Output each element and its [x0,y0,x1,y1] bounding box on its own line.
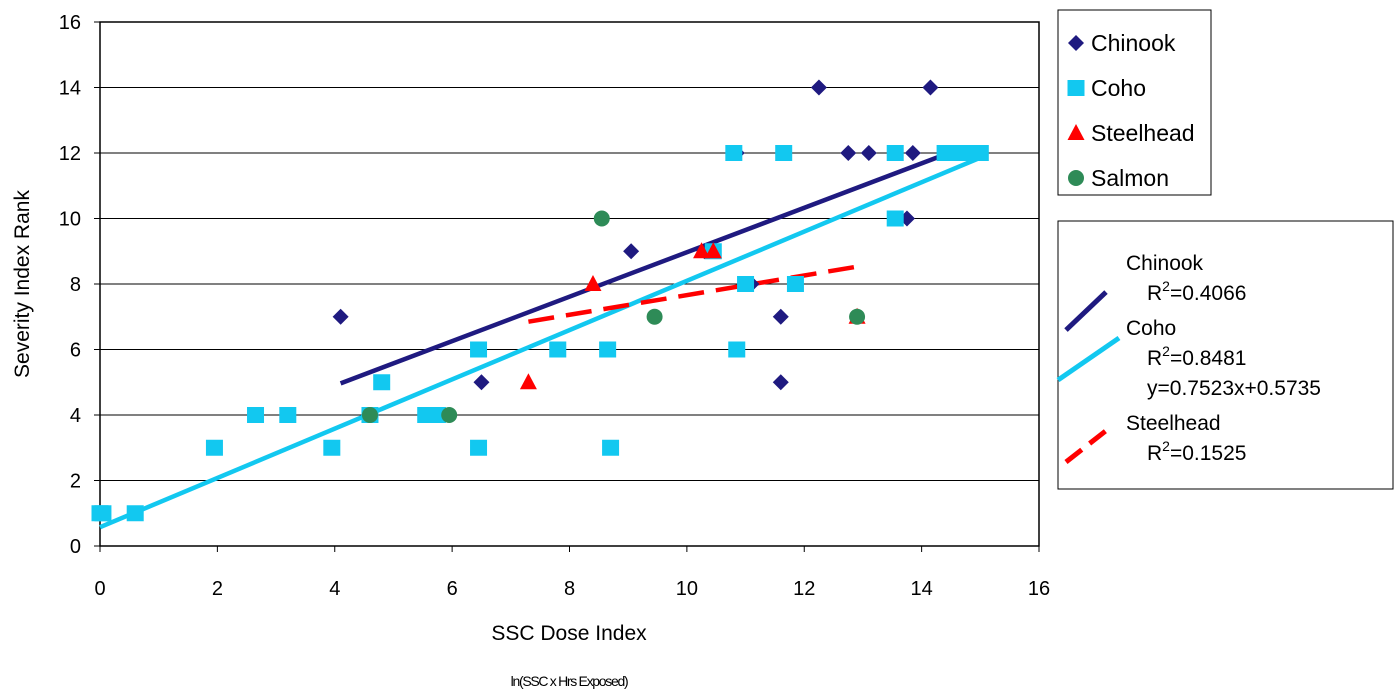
chinook-point [332,308,349,325]
y-axis-title: Severity Index Rank [11,190,34,378]
x-tick-label: 4 [329,578,340,600]
legend-label-steelhead: Steelhead [1091,120,1195,146]
series-legend: Chinook Coho Steelhead Salmon [1057,9,1212,196]
x-tick-label: 16 [1028,578,1050,600]
salmon-point [849,308,866,325]
x-tick-label: 12 [793,578,815,600]
coho-point [94,505,112,522]
r-squared-coho: R2=0.8481 [1147,343,1246,370]
steelhead-point [584,275,602,291]
chinook-point [860,145,877,161]
chinook-point [922,79,939,96]
chinook-trendline [339,150,952,386]
x-tick-label: 2 [212,578,223,600]
coho-trendline [99,155,982,530]
trendline-label-steelhead: Steelhead [1126,412,1221,435]
r-squared-steelhead: R2=0.1525 [1147,438,1246,465]
coho-legend-marker [1067,80,1085,96]
coho-point [786,276,804,292]
legend-label-coho: Coho [1091,75,1146,101]
salmon-legend-marker [1068,170,1084,186]
chinook-point [473,374,490,391]
coho-point [126,505,144,522]
y-tick-label: 6 [70,340,81,362]
salmon-point [441,407,458,423]
x-tick-label: 6 [447,578,458,600]
y-tick-label: 16 [59,12,81,34]
y-tick-label: 4 [70,405,81,427]
coho-point [602,439,620,456]
equation-coho: y=0.7523x+0.5735 [1147,377,1321,400]
salmon-point [361,407,378,423]
salmon-point [593,210,610,227]
trendline-label-coho: Coho [1126,317,1176,340]
chinook-point [772,308,789,325]
coho-point [470,341,488,358]
coho-point [728,341,746,358]
y-tick-label: 8 [70,274,81,296]
y-tick-label: 12 [59,143,81,165]
legend-label-salmon: Salmon [1091,165,1169,191]
steelhead-point [519,373,537,390]
trendlines [99,150,982,530]
legend-label-chinook: Chinook [1091,30,1176,56]
steelhead-legend-marker [1067,124,1085,140]
coho-point [886,145,904,161]
coho-point [886,210,904,227]
coho-point [323,439,341,456]
coho-point [205,439,223,456]
x-axis-title: SSC Dose Index [491,622,647,645]
coho-point [279,407,297,423]
coho-point [549,341,567,358]
coho-legend-line [1056,335,1121,383]
x-axis-subtitle: ln(SSC x Hrs Exposed) [511,673,628,689]
coho-point [599,341,617,358]
coho-point [737,276,755,292]
coho-point [428,407,446,423]
data-points [91,79,989,522]
r-squared-chinook: R2=0.4066 [1147,278,1246,305]
steelhead-trendline [528,264,858,324]
trendline-label-chinook: Chinook [1126,252,1204,275]
chinook-legend-line [1064,290,1108,332]
chinook-point [623,243,640,260]
trendline-legend: Chinook R2=0.4066 Coho R2=0.8481 y=0.7523x+0… [1056,220,1394,490]
y-tick-label: 14 [59,78,81,100]
chinook-legend-marker [1068,35,1084,51]
x-tick-label: 14 [911,578,933,600]
x-tick-label: 8 [564,578,575,600]
coho-point [373,374,391,391]
coho-point [775,145,793,161]
x-tick-label: 0 [94,578,105,600]
y-tick-label: 2 [70,471,81,493]
coho-point [725,145,743,161]
coho-point [971,145,989,161]
chinook-point [840,145,857,161]
chinook-point [810,79,827,96]
steelhead-legend-line [1064,424,1114,464]
x-tick-label: 10 [676,578,698,600]
salmon-point [646,308,663,325]
y-tick-label: 0 [70,536,81,558]
steelhead-point [693,242,711,259]
axis-ticks: 0 2 4 6 8 10 12 14 16 0 2 4 6 8 10 12 14 16 [59,12,1050,600]
coho-point [247,407,265,423]
chinook-point [772,374,789,391]
chinook-point [904,145,921,161]
y-tick-label: 10 [59,209,81,231]
coho-point [470,439,488,456]
steelhead-point [704,242,722,259]
